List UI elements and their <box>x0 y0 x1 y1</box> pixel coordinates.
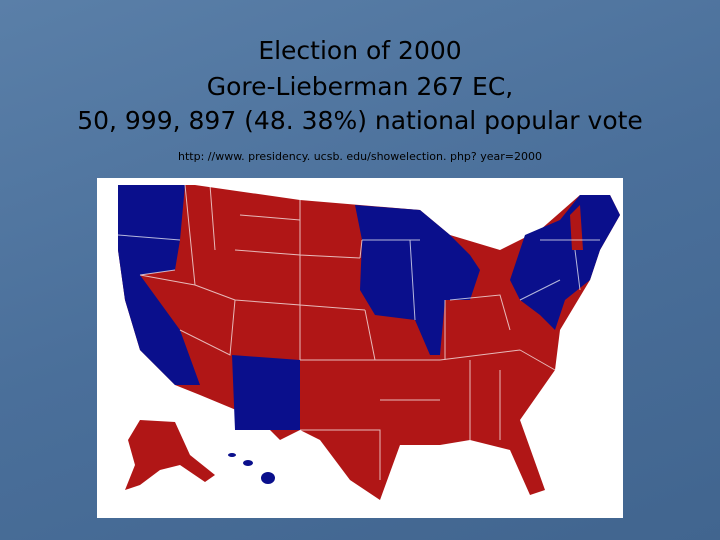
blue-hawaii <box>261 472 275 484</box>
map <box>97 178 623 518</box>
title-line: Gore-Lieberman 267 EC, <box>206 72 514 101</box>
source-url: http: //www. presidency. ucsb. edu/showe… <box>178 150 542 163</box>
title-line: 50, 999, 897 (48. 38%) national popular … <box>77 106 643 135</box>
blue-new-mexico <box>232 355 300 430</box>
blue-northeast <box>510 195 620 330</box>
blue-midwest <box>355 205 480 355</box>
blue-hawaii <box>243 460 253 466</box>
blue-west-coast <box>118 185 200 385</box>
red-new-hampshire <box>570 205 583 250</box>
blue-hawaii <box>228 453 236 457</box>
red-states <box>118 185 620 500</box>
title-line: Election of 2000 <box>258 36 462 65</box>
state-borders <box>117 184 600 480</box>
red-alaska <box>125 420 215 490</box>
